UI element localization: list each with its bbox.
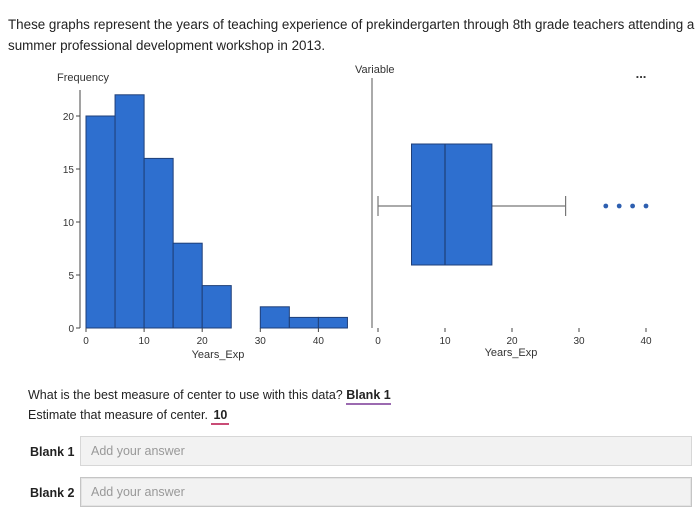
boxplot-outlier: [603, 203, 609, 209]
intro-text: These graphs represent the years of teac…: [8, 17, 695, 53]
histogram-y-tick-label: 20: [63, 112, 75, 123]
blank-2-label: Blank 2: [30, 486, 75, 500]
histogram-bar: [288, 316, 319, 329]
histogram-bar: [259, 306, 290, 329]
boxplot-x-tick-label: 40: [640, 336, 652, 347]
blank-1-row: Blank 1: [28, 436, 696, 470]
histogram-y-tick-label: 0: [68, 324, 74, 335]
blank-2-row: Blank 2: [28, 477, 696, 511]
boxplot-x-tick-label: 10: [439, 336, 451, 347]
question-1-text: What is the best measure of center to us…: [28, 388, 343, 402]
histogram-x-axis-label: Years_Exp: [192, 349, 245, 361]
histogram-bar: [143, 157, 174, 329]
histogram-x-tick-label: 0: [83, 336, 89, 347]
blank-1-input[interactable]: [80, 436, 692, 466]
histogram-x-tick-label: 40: [313, 336, 325, 347]
question-line-1: What is the best measure of center to us…: [28, 385, 528, 405]
boxplot-x-tick-label: 0: [375, 336, 381, 347]
histogram-x-tick-label: 10: [139, 336, 151, 347]
histogram-x-tick-label: 30: [255, 336, 267, 347]
histogram-bar: [114, 94, 145, 329]
histogram-bar: [85, 115, 116, 329]
boxplot-box: [411, 143, 493, 266]
histogram-y-tick-label: 10: [63, 218, 75, 229]
histogram-bar: [201, 285, 232, 329]
histogram: Frequency 0 5 10 15 20 0 10 20 30 40 Years_Exp: [57, 72, 348, 361]
question-block: What is the best measure of center to us…: [28, 385, 528, 425]
charts-figure: Frequency 0 5 10 15 20 0 10 20 30 40 Years_Exp V…: [57, 64, 652, 361]
blank-1-label: Blank 1: [30, 445, 75, 459]
ellipsis-icon[interactable]: ...: [636, 66, 647, 81]
boxplot: Variable 0 10 20 30 40 Years_Exp ...: [355, 64, 652, 359]
histogram-bar: [317, 316, 348, 329]
histogram-y-tick-label: 5: [68, 271, 74, 282]
blank-1-reference: Blank 1: [346, 388, 391, 405]
histogram-y-axis-label: Frequency: [57, 72, 109, 84]
boxplot-x-tick-label: 30: [573, 336, 585, 347]
boxplot-x-tick-label: 20: [506, 336, 518, 347]
figure-area: Frequency 0 5 10 15 20 0 10 20 30 40 Years_Exp V…: [0, 60, 700, 370]
blank-2-filled-answer: 10: [211, 408, 230, 425]
histogram-bar: [172, 242, 203, 329]
question-line-2: Estimate that measure of center. 10: [28, 405, 528, 425]
histogram-y-tick-label: 15: [63, 165, 75, 176]
blank-2-input[interactable]: [80, 477, 692, 507]
boxplot-x-axis-label: Years_Exp: [485, 347, 538, 359]
histogram-x-tick-label: 20: [197, 336, 209, 347]
boxplot-outlier: [643, 203, 649, 209]
boxplot-outlier: [630, 203, 635, 209]
boxplot-outlier: [616, 203, 622, 209]
boxplot-title: Variable: [355, 64, 395, 76]
question-2-text: Estimate that measure of center.: [28, 408, 208, 422]
